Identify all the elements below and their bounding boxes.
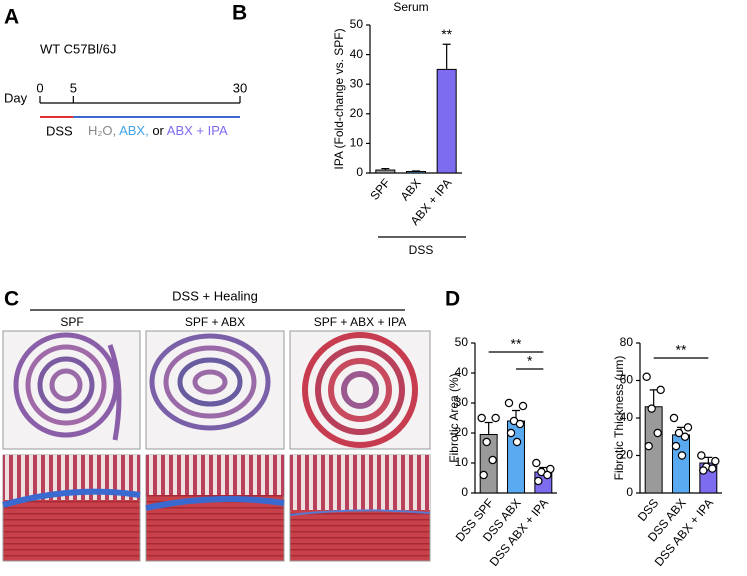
tick-label: 0	[36, 80, 43, 95]
data-point	[683, 423, 693, 432]
data-point	[711, 456, 720, 466]
error-bar	[704, 456, 713, 463]
axis-label: Day	[4, 90, 28, 105]
data-point	[671, 441, 681, 451]
significance: **	[441, 26, 452, 42]
error-bar	[484, 421, 493, 435]
y-tick-label: 20	[620, 448, 634, 462]
treatment: H₂O,	[88, 123, 116, 138]
y-axis-label: Fibrotic Thickness (μm)	[612, 356, 626, 481]
bar	[375, 169, 396, 174]
strain: WT C57Bl/6J	[40, 41, 116, 56]
y-tick-label: 30	[350, 76, 364, 90]
y-tick-label: 40	[620, 410, 634, 424]
data-point	[477, 413, 486, 423]
tick-label: 30	[233, 80, 247, 95]
column-label: SPF	[60, 315, 83, 329]
column-label: SPF + ABX + IPA	[314, 315, 407, 329]
y-tick-label: 10	[455, 455, 469, 469]
data-point	[532, 458, 541, 468]
y-tick-label: 0	[461, 485, 468, 499]
data-point	[647, 404, 656, 413]
group-label: DSS	[409, 243, 434, 257]
data-point	[534, 476, 543, 486]
data-point	[653, 428, 662, 438]
y-tick-label: 20	[350, 106, 364, 120]
y-tick-label: 0	[626, 485, 633, 499]
data-point	[680, 432, 690, 441]
data-point	[491, 413, 500, 423]
y-tick-label: 20	[455, 425, 469, 439]
phase-label: DSS	[46, 123, 73, 138]
data-point	[543, 470, 552, 480]
data-point	[504, 398, 514, 408]
treatment: ABX,	[119, 123, 149, 138]
data-point	[512, 437, 522, 447]
data-point	[656, 385, 665, 395]
y-tick-label: 0	[356, 165, 363, 179]
error-bar	[442, 43, 451, 70]
panel-title: DSS + Healing	[172, 288, 258, 303]
y-tick-label: 50	[455, 335, 469, 349]
data-point	[506, 428, 516, 438]
y-tick-label: 40	[455, 365, 469, 379]
data-point	[518, 401, 528, 411]
y-tick-label: 40	[350, 47, 364, 61]
y-axis-label: Fibrotic Area (%)	[447, 373, 461, 462]
data-point	[482, 437, 491, 447]
data-point	[642, 372, 651, 381]
bar	[436, 68, 457, 174]
panel-letter: C	[4, 288, 19, 311]
significance: *	[527, 353, 533, 369]
y-tick-label: 50	[350, 17, 364, 31]
y-tick-label: 60	[620, 373, 634, 387]
data-point	[708, 464, 717, 473]
data-point	[674, 428, 684, 438]
panel-letter: D	[445, 288, 460, 311]
data-point	[488, 455, 497, 465]
x-tick-label: ABX	[398, 176, 424, 203]
treatment: or	[152, 123, 164, 138]
data-point	[669, 413, 679, 423]
significance: **	[676, 342, 687, 358]
data-point	[677, 451, 687, 460]
histology-images	[2, 330, 431, 562]
column-label: SPF + ABX	[185, 315, 245, 329]
y-tick-label: 10	[350, 136, 364, 150]
y-tick-label: 30	[455, 395, 469, 409]
significance: **	[511, 336, 522, 352]
treatment: ABX + IPA	[167, 123, 228, 138]
y-tick-label: 80	[620, 335, 634, 349]
tick-label: 5	[70, 80, 77, 95]
data-point	[479, 470, 488, 480]
chart-title: Serum	[393, 0, 428, 14]
x-tick-label: SPF	[367, 176, 393, 203]
error-bar	[649, 389, 658, 407]
bar	[405, 171, 427, 174]
panel-letter: B	[232, 2, 247, 25]
data-point	[644, 441, 653, 451]
error-bar	[381, 167, 390, 171]
panel-letter: A	[4, 6, 19, 29]
data-point	[699, 466, 708, 475]
data-point	[515, 419, 525, 429]
error-bar	[412, 170, 420, 172]
data-point	[697, 451, 706, 460]
phase-label: H₂O, ABX, or ABX + IPA	[88, 123, 228, 138]
y-axis-label: IPA (Fold-change vs. SPF)	[332, 28, 346, 169]
